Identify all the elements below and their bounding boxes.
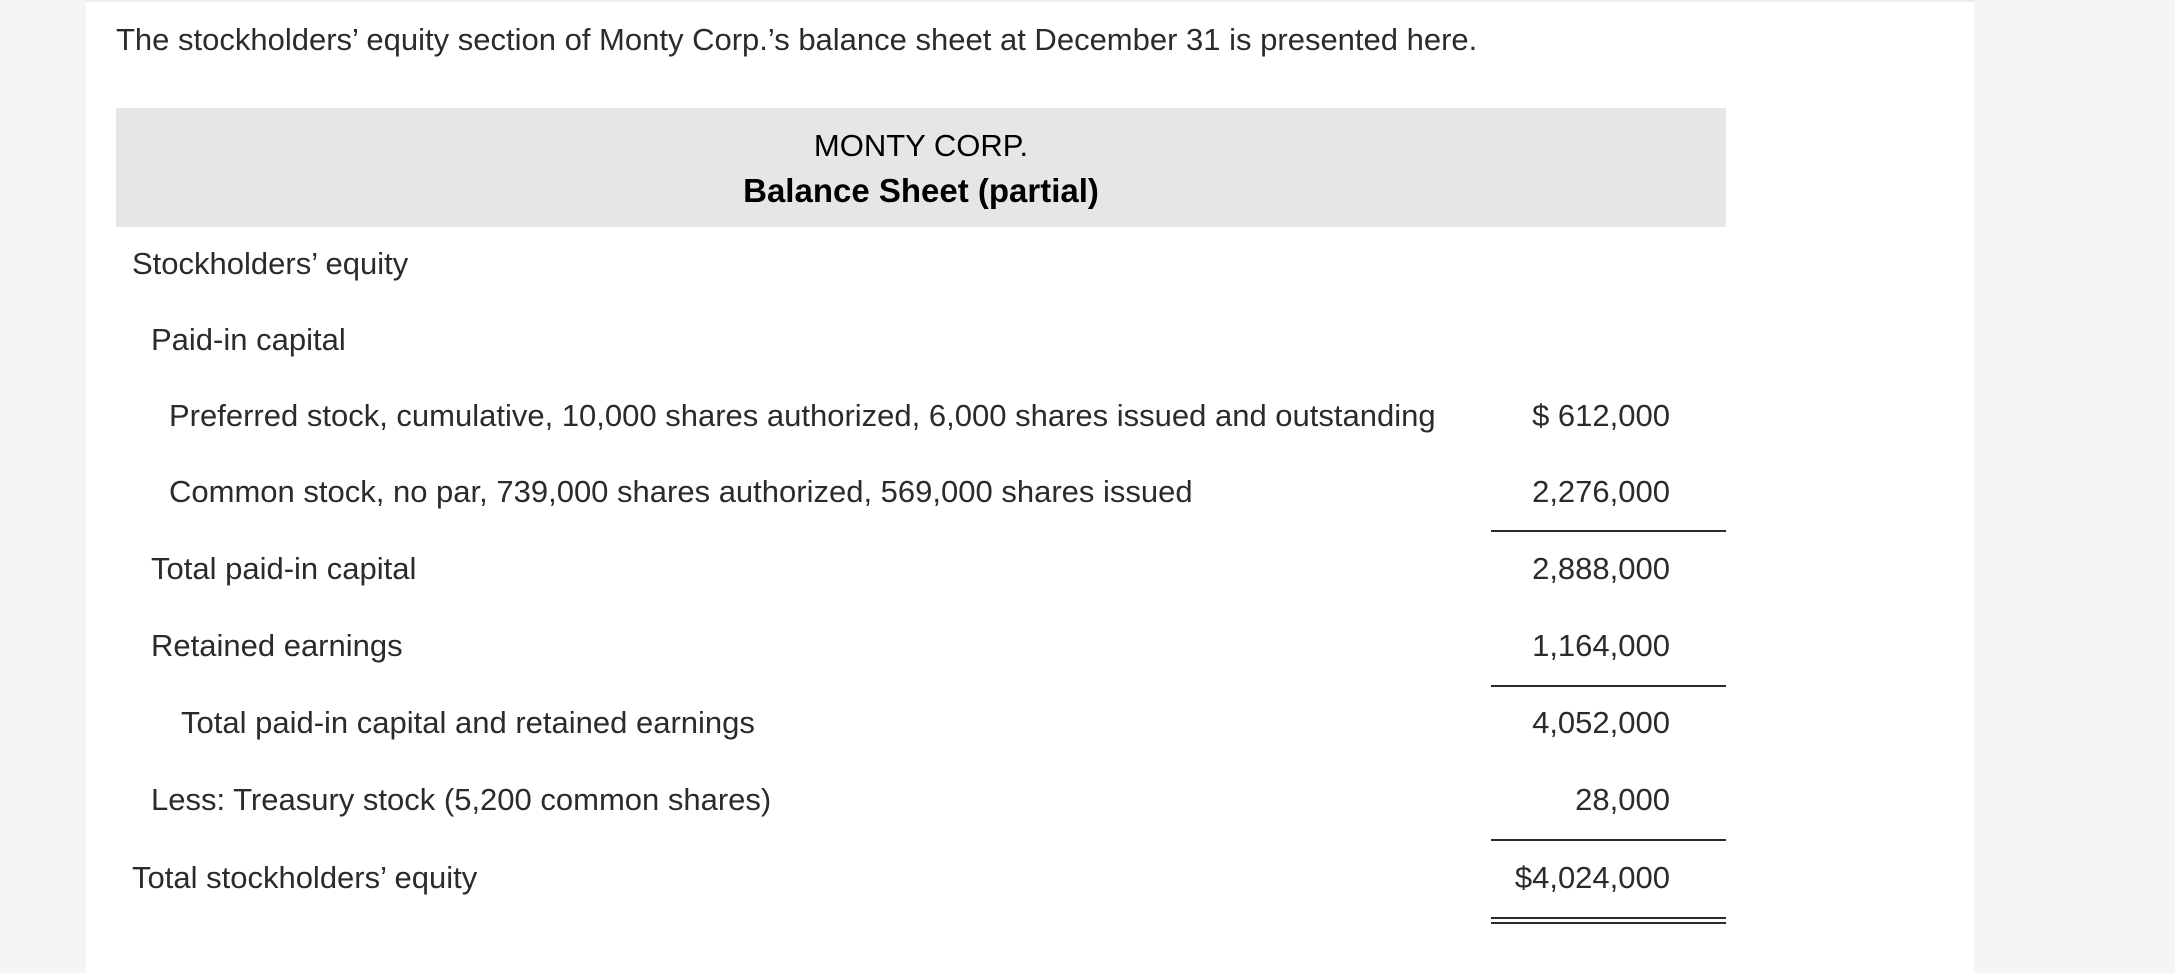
row-label-preferred-stock: Preferred stock, cumulative, 10,000 shar… (169, 398, 1436, 433)
intro-text: The stockholders’ equity section of Mont… (116, 22, 1478, 57)
grand-total-double-rule (1491, 917, 1726, 924)
subtotal-rule (1491, 839, 1726, 841)
row-amount-total-paid-in-and-retained: 4,052,000 (1532, 705, 1670, 740)
subtotal-rule (1491, 530, 1726, 532)
row-label-retained-earnings: Retained earnings (151, 628, 403, 663)
row-label-total-paid-in-and-retained: Total paid-in capital and retained earni… (181, 705, 755, 740)
row-amount-total-stockholders-equity: $4,024,000 (1514, 860, 1670, 895)
row-label-treasury-stock: Less: Treasury stock (5,200 common share… (151, 782, 772, 817)
section-label-stockholders-equity: Stockholders’ equity (132, 246, 409, 281)
row-amount-preferred-stock: $ 612,000 (1532, 398, 1670, 433)
subsection-label-paid-in-capital: Paid-in capital (151, 322, 346, 357)
statement-title: Balance Sheet (partial) (743, 172, 1099, 209)
row-amount-total-paid-in-capital: 2,888,000 (1532, 551, 1670, 586)
row-label-total-paid-in-capital: Total paid-in capital (151, 551, 417, 586)
row-label-total-stockholders-equity: Total stockholders’ equity (132, 860, 478, 895)
row-label-common-stock: Common stock, no par, 739,000 shares aut… (169, 474, 1193, 509)
statement-header: MONTY CORP. Balance Sheet (partial) (116, 108, 1726, 227)
subtotal-rule (1491, 685, 1726, 687)
row-amount-retained-earnings: 1,164,000 (1532, 628, 1670, 663)
row-amount-treasury-stock: 28,000 (1575, 782, 1670, 817)
row-amount-common-stock: 2,276,000 (1532, 474, 1670, 509)
company-name: MONTY CORP. (813, 128, 1029, 163)
